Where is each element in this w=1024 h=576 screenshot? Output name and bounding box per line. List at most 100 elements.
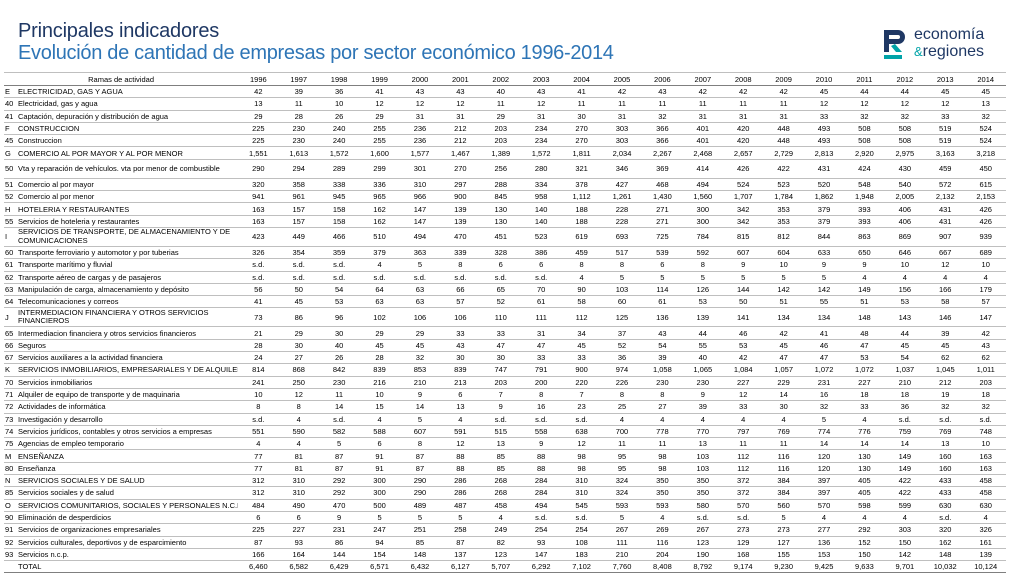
header-year: 2008 bbox=[723, 72, 764, 86]
row-value: 77 bbox=[238, 462, 279, 476]
row-value: 430 bbox=[884, 159, 926, 179]
row-value: 162 bbox=[925, 536, 966, 549]
row-value: 130 bbox=[480, 215, 521, 228]
row-value: 116 bbox=[763, 462, 804, 476]
row-value: s.d. bbox=[238, 258, 279, 272]
row-value: 300 bbox=[682, 215, 723, 228]
row-value: 147 bbox=[520, 548, 562, 562]
row-value: 24 bbox=[238, 351, 279, 365]
row-value: 372 bbox=[723, 486, 764, 500]
row-value: 86 bbox=[278, 307, 319, 328]
row-value: 227 bbox=[723, 376, 764, 389]
row-value: 489 bbox=[399, 499, 441, 512]
table-row: 73 Investigación y desarrollo s.d. 4 s.d. 4 5 4… bbox=[4, 413, 1006, 426]
row-value: 289 bbox=[318, 159, 360, 179]
row-value: 401 bbox=[682, 122, 723, 136]
table-row: I SERVICIOS DE TRANSPORTE, DE ALMACENAMIE… bbox=[4, 227, 1006, 247]
row-value: 249 bbox=[480, 523, 521, 537]
row-value: 139 bbox=[440, 202, 481, 216]
row-value: 95 bbox=[601, 449, 643, 463]
row-value: 31 bbox=[520, 110, 562, 123]
row-value: 292 bbox=[318, 474, 360, 488]
row-code: K bbox=[4, 363, 16, 377]
row-value: 939 bbox=[965, 227, 1006, 247]
row-value: 62 bbox=[925, 351, 966, 365]
row-value: s.d. bbox=[359, 271, 400, 284]
row-value: 414 bbox=[682, 159, 723, 179]
row-value: 110 bbox=[480, 307, 521, 328]
row-value: 203 bbox=[965, 376, 1006, 389]
row-value: s.d. bbox=[399, 271, 441, 284]
row-value: 153 bbox=[803, 548, 845, 562]
row-value: 14 bbox=[884, 437, 926, 451]
row-value: 945 bbox=[318, 190, 360, 204]
row-value: 30 bbox=[561, 110, 602, 123]
row-value: 231 bbox=[318, 523, 360, 537]
row-value: 230 bbox=[278, 134, 319, 148]
row-value: 747 bbox=[480, 363, 521, 377]
row-name: Transporte ferroviario y automotor y por… bbox=[16, 246, 239, 260]
row-value: 116 bbox=[763, 449, 804, 463]
row-value: 154 bbox=[359, 548, 400, 562]
row-value: 500 bbox=[359, 499, 400, 512]
row-value: 393 bbox=[844, 215, 885, 228]
row-value: 4 bbox=[278, 413, 319, 426]
row-value: 130 bbox=[480, 202, 521, 216]
row-value: 277 bbox=[803, 523, 845, 537]
table-row: 85 Servicios sociales y de salud 312 310 292… bbox=[4, 486, 1006, 500]
row-value: 334 bbox=[520, 178, 562, 192]
row-value: 47 bbox=[480, 339, 521, 353]
row-value: 350 bbox=[682, 474, 723, 488]
row-value: 4 bbox=[925, 271, 966, 284]
row-code: 61 bbox=[4, 258, 16, 272]
row-value: 236 bbox=[399, 122, 441, 136]
table-row: G COMERCIO AL POR MAYOR Y AL POR MENOR 1,5… bbox=[4, 146, 1006, 160]
row-value: 144 bbox=[723, 283, 764, 297]
row-code: 92 bbox=[4, 536, 16, 549]
header-year: 2004 bbox=[561, 72, 602, 86]
row-value: 10 bbox=[965, 258, 1006, 272]
row-value: 142 bbox=[763, 283, 804, 297]
row-value: 350 bbox=[642, 474, 683, 488]
row-value: 4 bbox=[884, 511, 926, 525]
row-value: 12 bbox=[561, 437, 602, 451]
row-value: 4 bbox=[844, 511, 885, 525]
row-value: 5 bbox=[601, 511, 643, 525]
row-value: 88 bbox=[520, 449, 562, 463]
row-value: 29 bbox=[359, 326, 400, 340]
header-year: 2010 bbox=[803, 72, 845, 86]
row-value: 31 bbox=[520, 326, 562, 340]
row-value: 426 bbox=[723, 159, 764, 179]
row-value: 204 bbox=[642, 548, 683, 562]
row-value: 45 bbox=[925, 85, 966, 99]
row-value: 379 bbox=[359, 246, 400, 260]
row-value: 774 bbox=[803, 425, 845, 439]
row-value: 247 bbox=[359, 523, 400, 537]
row-value: 228 bbox=[601, 215, 643, 228]
row-name: Transporte aéreo de cargas y de pasajero… bbox=[16, 271, 239, 284]
row-value: 350 bbox=[682, 486, 723, 500]
row-value: 353 bbox=[763, 215, 804, 228]
row-value: 32 bbox=[803, 400, 845, 414]
row-value: 63 bbox=[399, 283, 441, 297]
row-value: 168 bbox=[723, 548, 764, 562]
header-year: 2002 bbox=[480, 72, 521, 86]
row-value: 43 bbox=[965, 339, 1006, 353]
row-value: 126 bbox=[682, 283, 723, 297]
row-value: 58 bbox=[925, 295, 966, 309]
row-name: Servicios jurídicos, contables y otros s… bbox=[16, 425, 239, 439]
header-year: 2003 bbox=[520, 72, 562, 86]
row-value: 32 bbox=[399, 351, 441, 365]
row-value: 638 bbox=[561, 425, 602, 439]
row-value: 64 bbox=[359, 283, 400, 297]
row-value: 11 bbox=[642, 437, 683, 451]
row-value: 300 bbox=[359, 474, 400, 488]
row-value: 225 bbox=[238, 134, 279, 148]
row-value: 32 bbox=[925, 400, 966, 414]
row-value: 493 bbox=[803, 134, 845, 148]
row-value: 73 bbox=[238, 307, 279, 328]
table-row: 91 Servicios de organizaciones empresaria… bbox=[4, 523, 1006, 537]
row-value: 267 bbox=[682, 523, 723, 537]
row-value: 250 bbox=[278, 376, 319, 389]
row-code: 60 bbox=[4, 246, 16, 260]
